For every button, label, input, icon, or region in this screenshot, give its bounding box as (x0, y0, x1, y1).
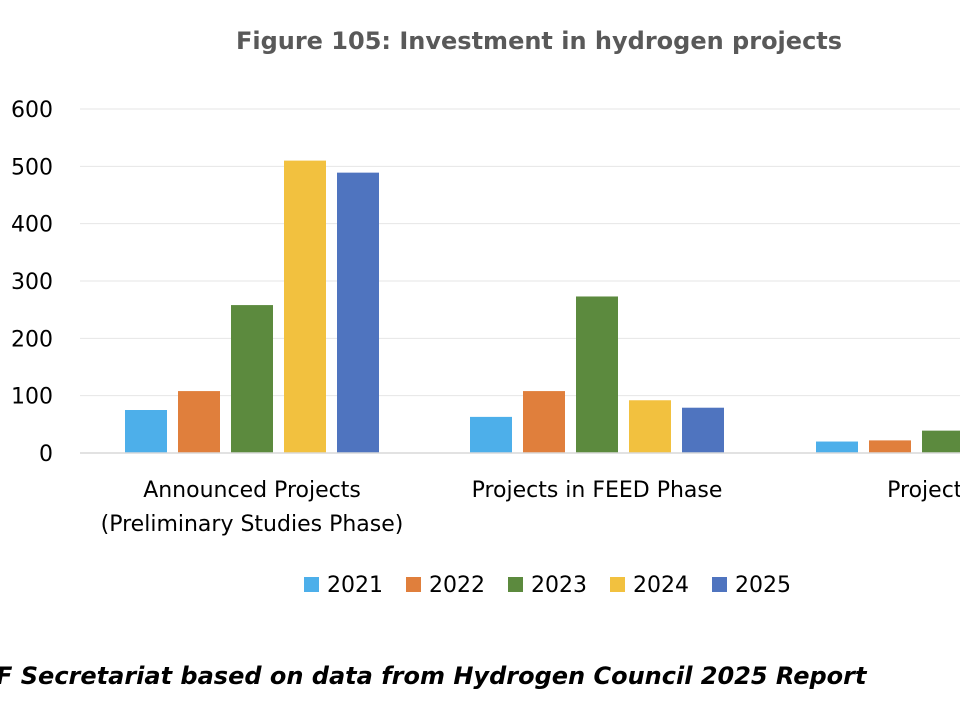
bar-2021-cat1 (470, 416, 512, 453)
category-label: Projects in FEED Phase (472, 478, 723, 503)
bar-2022-cat1 (523, 391, 565, 453)
bar-2025-cat0 (337, 172, 379, 453)
y-tick-label: 600 (11, 98, 53, 123)
bar-2023-cat0 (231, 305, 273, 453)
bar-2024-cat1 (629, 400, 671, 453)
y-tick-label: 200 (11, 327, 53, 352)
bar-2021-cat0 (125, 410, 167, 453)
legend-label-2022: 2022 (429, 573, 485, 598)
bar-2024-cat0 (284, 160, 326, 453)
legend-swatch-2023 (508, 577, 523, 592)
legend-label-2025: 2025 (735, 573, 791, 598)
chart-title: Figure 105: Investment in hydrogen proje… (236, 27, 842, 55)
legend-swatch-2025 (712, 577, 727, 592)
legend-swatch-2022 (406, 577, 421, 592)
bar-2022-cat0 (178, 391, 220, 453)
y-tick-label: 100 (11, 385, 53, 410)
legend-swatch-2024 (610, 577, 625, 592)
bar-2023-cat1 (576, 296, 618, 453)
category-label: (Preliminary Studies Phase) (101, 512, 404, 537)
y-tick-label: 0 (39, 442, 53, 467)
category-label: Projects w (887, 478, 960, 503)
gridlines (80, 108, 960, 397)
bar-2021-cat2 (816, 441, 858, 453)
legend-label-2023: 2023 (531, 573, 587, 598)
legend-label-2021: 2021 (327, 573, 383, 598)
legend: 2021 2022 2023 2024 2025 (304, 573, 791, 598)
y-axis-ticks: 0 100 200 300 400 500 600 (11, 98, 53, 467)
legend-label-2024: 2024 (633, 573, 689, 598)
y-tick-label: 400 (11, 213, 53, 238)
legend-swatch-2021 (304, 577, 319, 592)
category-labels: Announced Projects (Preliminary Studies P… (101, 478, 960, 537)
y-tick-label: 300 (11, 270, 53, 295)
category-label: Announced Projects (143, 478, 361, 503)
bar-2025-cat1 (682, 407, 724, 453)
bar-2023-cat2 (922, 430, 960, 453)
y-tick-label: 500 (11, 155, 53, 180)
bar-2022-cat2 (869, 440, 911, 453)
source-note: F Secretariat based on data from Hydroge… (0, 662, 868, 690)
bars (125, 160, 960, 453)
